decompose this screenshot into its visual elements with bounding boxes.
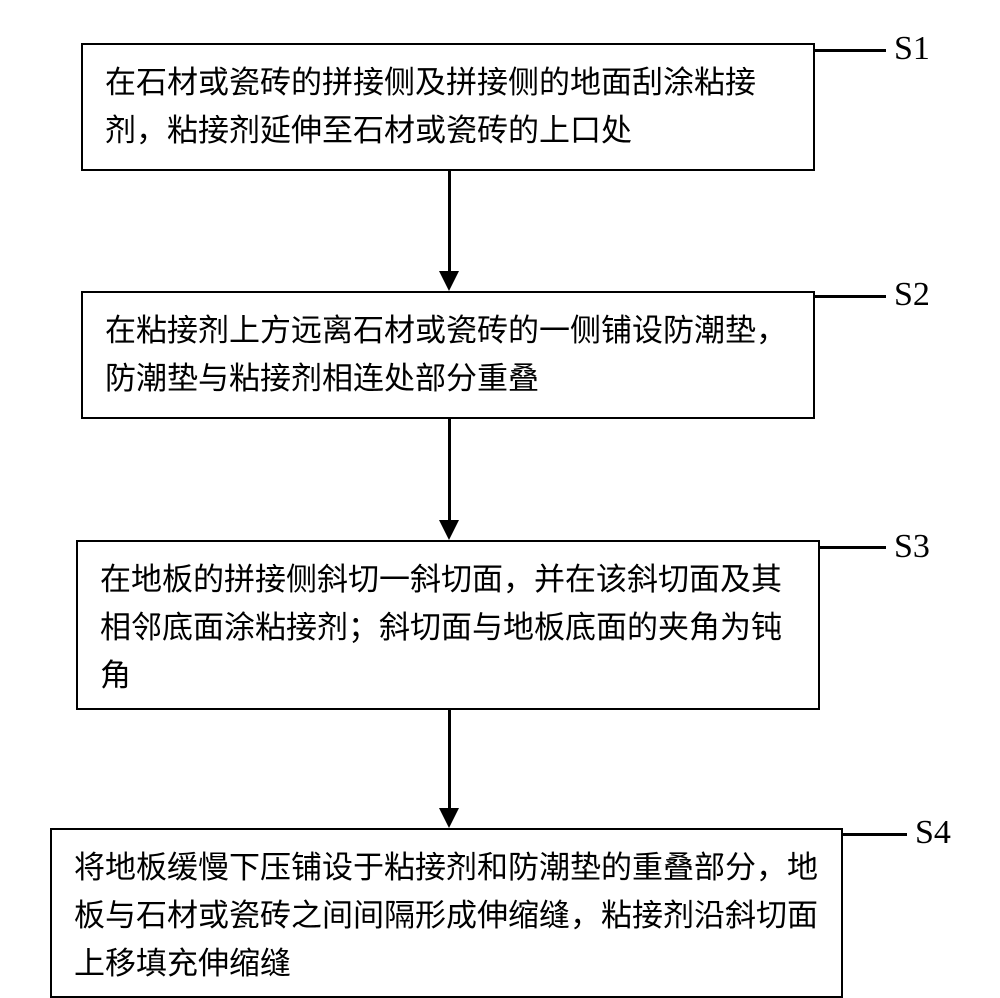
flow-node-s1-text: 在石材或瓷砖的拼接侧及拼接侧的地面刮涂粘接剂，粘接剂延伸至石材或瓷砖的上口处 bbox=[105, 65, 756, 148]
flow-node-s3: 在地板的拼接侧斜切一斜切面，并在该斜切面及其相邻底面涂粘接剂；斜切面与地板底面的… bbox=[76, 540, 820, 710]
edge-s2-s3-shaft bbox=[448, 419, 451, 520]
edge-s3-s4-head bbox=[439, 808, 459, 828]
leader-s2 bbox=[815, 295, 886, 298]
flow-label-s2: S2 bbox=[894, 276, 930, 314]
edge-s3-s4-shaft bbox=[448, 710, 451, 808]
leader-s3 bbox=[820, 546, 886, 549]
edge-s2-s3-head bbox=[439, 520, 459, 540]
edge-s1-s2-head bbox=[439, 271, 459, 291]
flow-label-s4: S4 bbox=[915, 814, 951, 852]
leader-s4 bbox=[843, 833, 907, 836]
flow-label-s1: S1 bbox=[894, 30, 930, 68]
flow-label-s3: S3 bbox=[894, 528, 930, 566]
leader-s1 bbox=[815, 49, 886, 52]
flow-node-s2: 在粘接剂上方远离石材或瓷砖的一侧铺设防潮垫，防潮垫与粘接剂相连处部分重叠 bbox=[81, 291, 815, 419]
flow-node-s3-text: 在地板的拼接侧斜切一斜切面，并在该斜切面及其相邻底面涂粘接剂；斜切面与地板底面的… bbox=[100, 562, 782, 693]
flow-node-s1: 在石材或瓷砖的拼接侧及拼接侧的地面刮涂粘接剂，粘接剂延伸至石材或瓷砖的上口处 bbox=[81, 43, 815, 171]
flow-node-s4: 将地板缓慢下压铺设于粘接剂和防潮垫的重叠部分，地板与石材或瓷砖之间间隔形成伸缩缝… bbox=[50, 828, 843, 998]
flowchart-canvas: 在石材或瓷砖的拼接侧及拼接侧的地面刮涂粘接剂，粘接剂延伸至石材或瓷砖的上口处 S… bbox=[0, 0, 1000, 989]
flow-node-s2-text: 在粘接剂上方远离石材或瓷砖的一侧铺设防潮垫，防潮垫与粘接剂相连处部分重叠 bbox=[105, 313, 787, 396]
flow-node-s4-text: 将地板缓慢下压铺设于粘接剂和防潮垫的重叠部分，地板与石材或瓷砖之间间隔形成伸缩缝… bbox=[74, 850, 818, 981]
edge-s1-s2-shaft bbox=[448, 171, 451, 271]
